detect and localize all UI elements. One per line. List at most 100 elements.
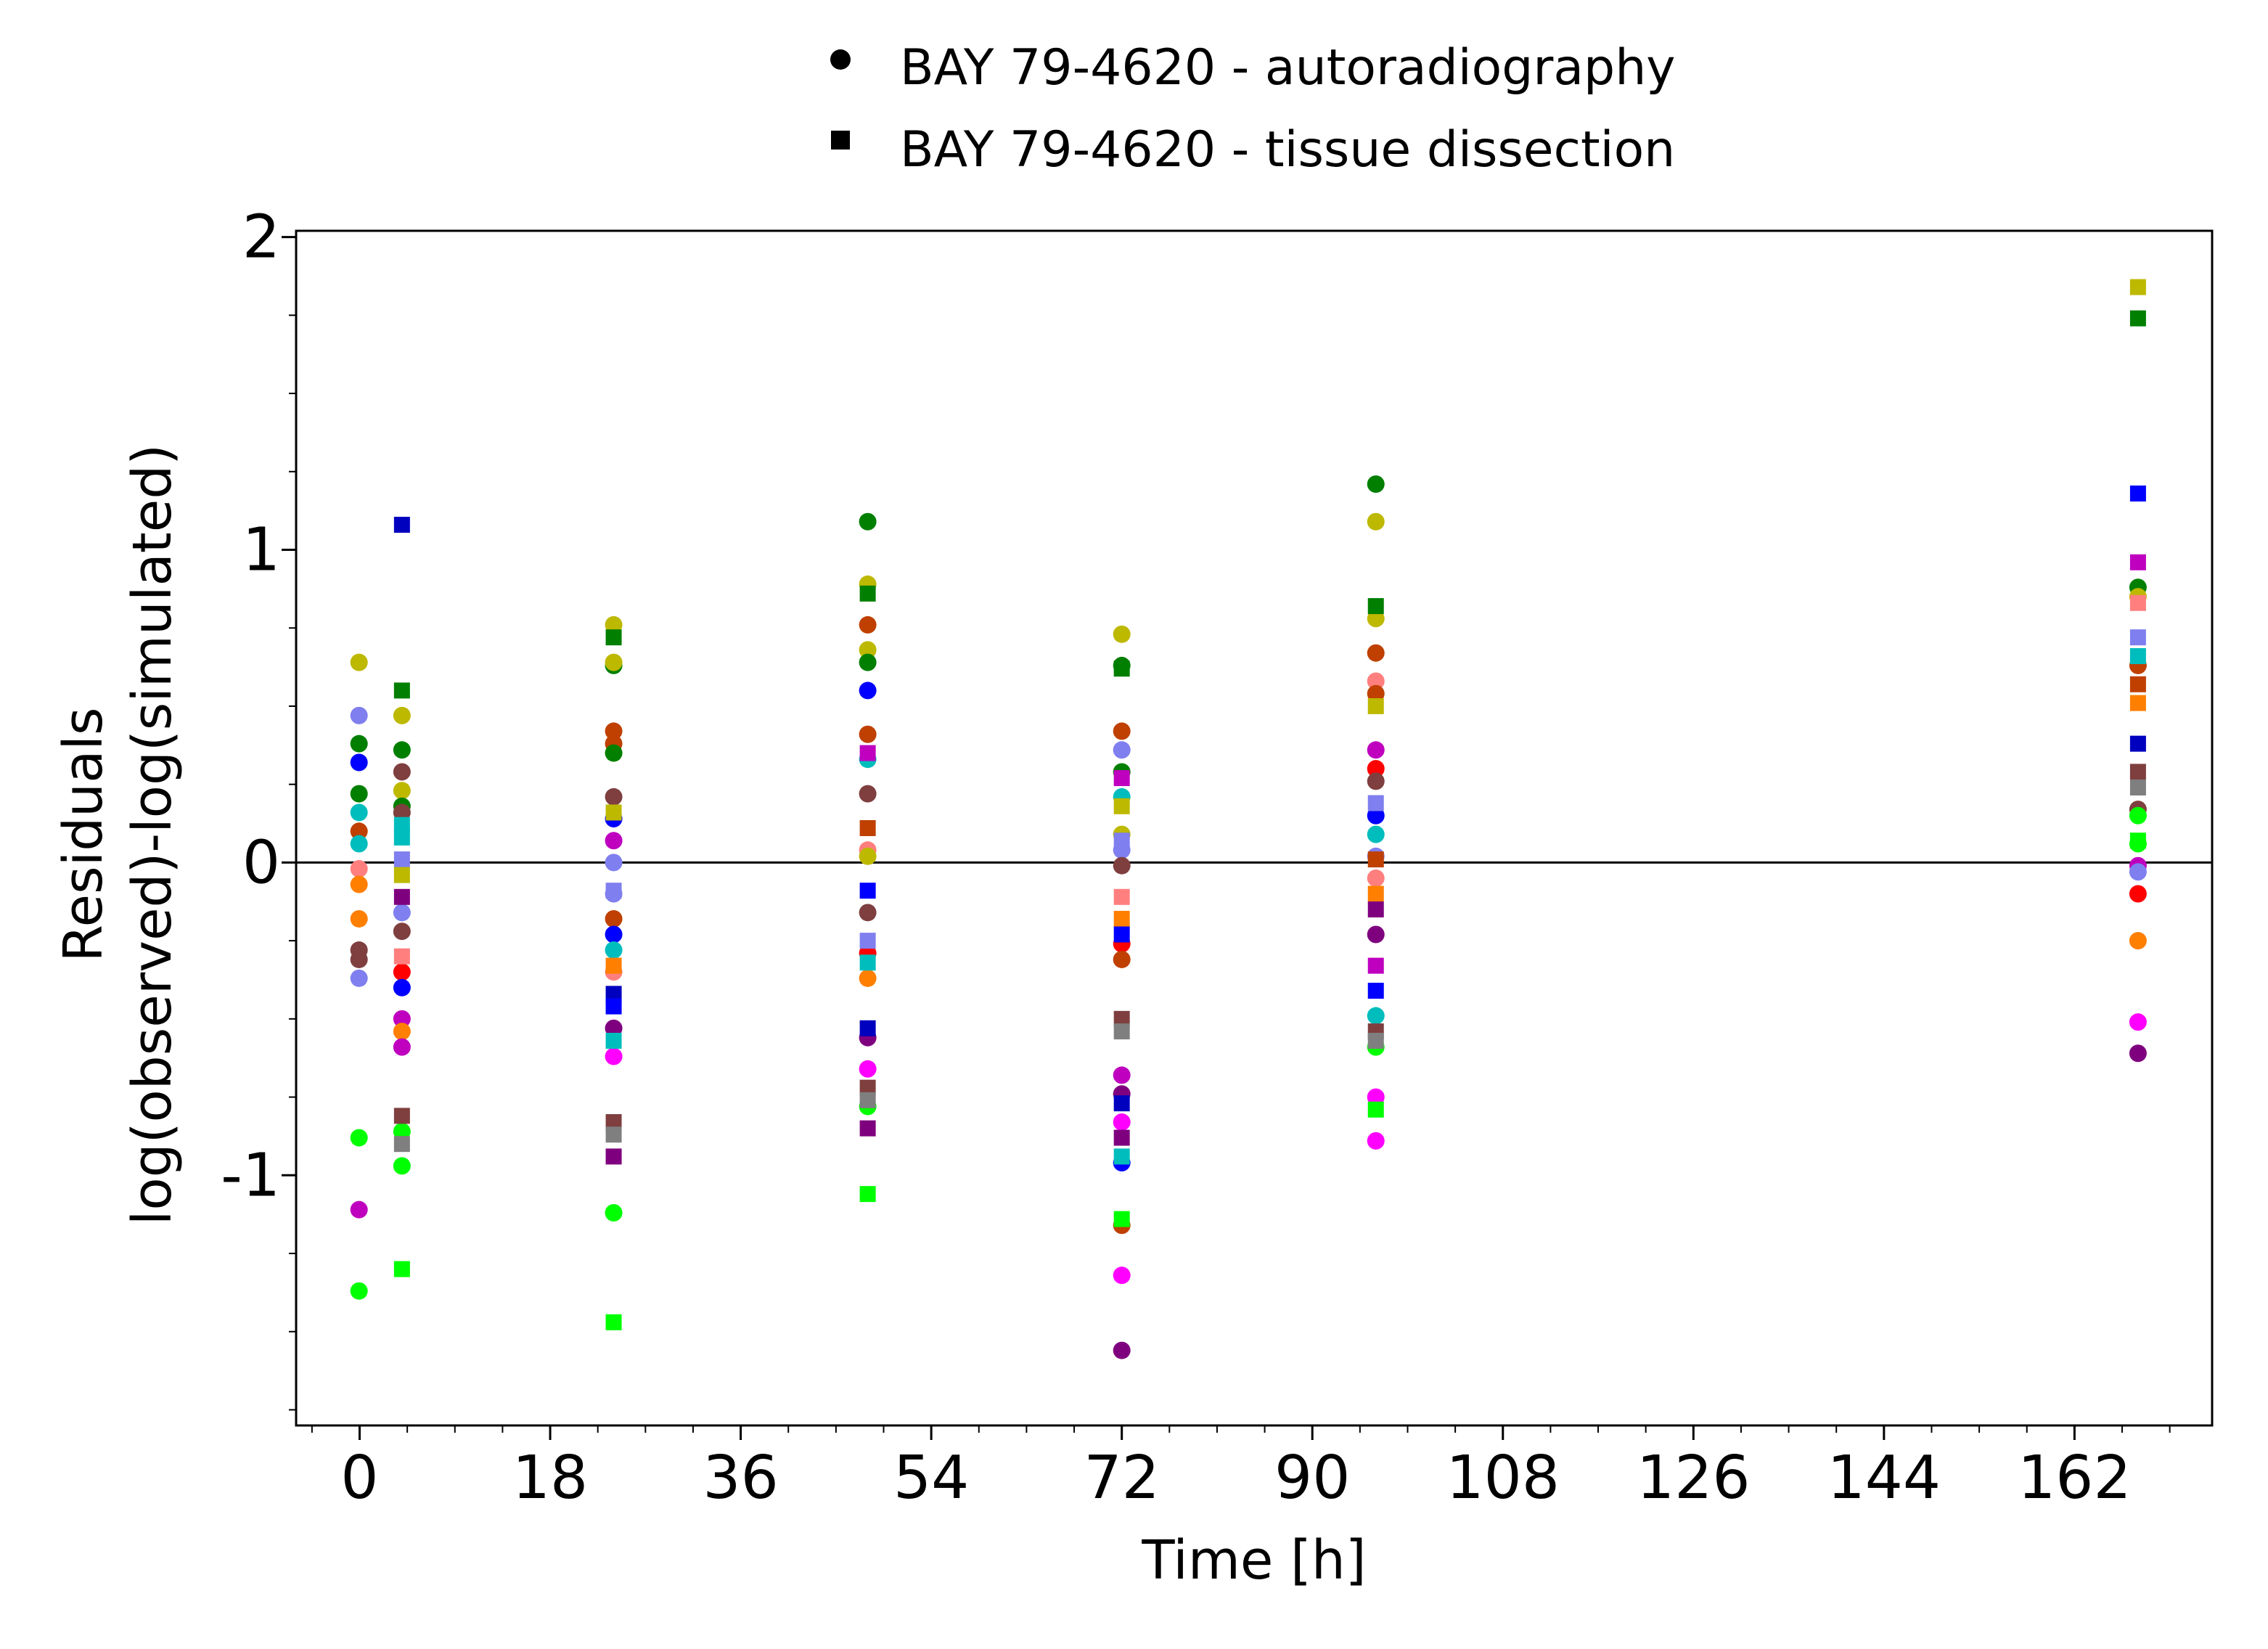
x-tick-label: 72: [1084, 1444, 1160, 1513]
data-point-autoradiography: [1113, 856, 1131, 875]
data-point-autoradiography: [350, 1200, 368, 1219]
data-point-tissue-dissection: [2129, 735, 2146, 752]
legend-marker-square: [831, 131, 850, 150]
data-point-autoradiography: [350, 969, 368, 987]
data-point-autoradiography: [605, 925, 623, 944]
data-point-autoradiography: [2129, 885, 2147, 903]
data-point-tissue-dissection: [393, 682, 410, 699]
data-point-autoradiography: [350, 653, 368, 671]
data-point-tissue-dissection: [393, 1136, 410, 1153]
y-tick-label: 0: [242, 828, 280, 897]
data-point-tissue-dissection: [1367, 957, 1384, 974]
data-point-autoradiography: [1367, 825, 1385, 843]
data-point-tissue-dissection: [2129, 648, 2146, 665]
data-point-autoradiography: [393, 1122, 411, 1140]
data-point-tissue-dissection: [2129, 310, 2146, 327]
data-point-tissue-dissection: [605, 629, 622, 646]
data-point-autoradiography: [350, 785, 368, 803]
data-point-autoradiography: [1367, 1088, 1385, 1106]
y-axis-title-line-2: log(observed)-log(simulated): [121, 444, 184, 1225]
data-point-tissue-dissection: [1113, 1211, 1130, 1227]
data-point-autoradiography: [393, 978, 411, 997]
data-point-tissue-dissection: [1113, 660, 1130, 677]
data-point-tissue-dissection: [1367, 885, 1384, 902]
data-point-tissue-dissection: [859, 820, 876, 836]
data-point-autoradiography: [605, 854, 623, 872]
data-point-autoradiography: [859, 615, 877, 634]
data-point-autoradiography: [393, 904, 411, 922]
data-point-autoradiography: [1113, 1267, 1131, 1285]
data-point-autoradiography: [350, 753, 368, 772]
data-point-autoradiography: [2129, 806, 2147, 824]
data-point-autoradiography: [605, 832, 623, 850]
data-point-tissue-dissection: [2129, 832, 2146, 849]
data-point-autoradiography: [859, 653, 877, 671]
data-point-autoradiography: [605, 909, 623, 928]
data-point-autoradiography: [2129, 863, 2147, 881]
data-point-tissue-dissection: [2129, 695, 2146, 711]
data-point-autoradiography: [1367, 806, 1385, 824]
data-point-tissue-dissection: [859, 1186, 876, 1203]
x-tick-label: 90: [1274, 1444, 1350, 1513]
x-tick-label: 36: [703, 1444, 778, 1513]
data-point-tissue-dissection: [859, 1020, 876, 1036]
data-point-tissue-dissection: [1113, 1129, 1130, 1146]
data-point-autoradiography: [1113, 1066, 1131, 1084]
data-point-autoradiography: [350, 835, 368, 853]
data-point-autoradiography: [2129, 1013, 2147, 1031]
data-point-tissue-dissection: [1367, 851, 1384, 868]
data-point-tissue-dissection: [859, 933, 876, 949]
x-tick-label: 0: [340, 1444, 378, 1513]
data-point-autoradiography: [1367, 610, 1385, 628]
data-point-tissue-dissection: [859, 954, 876, 971]
data-point-tissue-dissection: [393, 517, 410, 533]
data-point-autoradiography: [1113, 741, 1131, 759]
data-point-tissue-dissection: [1367, 901, 1384, 918]
data-point-autoradiography: [605, 1203, 623, 1222]
legend-label-tissue-dissection: BAY 79-4620 - tissue dissection: [900, 121, 1675, 179]
data-point-autoradiography: [393, 963, 411, 981]
data-point-tissue-dissection: [1367, 795, 1384, 811]
data-point-tissue-dissection: [859, 1120, 876, 1137]
data-point-tissue-dissection: [605, 883, 622, 899]
data-point-tissue-dissection: [859, 883, 876, 899]
data-point-autoradiography: [393, 803, 411, 822]
data-point-autoradiography: [859, 847, 877, 865]
data-point-tissue-dissection: [393, 851, 410, 868]
data-point-tissue-dissection: [1113, 832, 1130, 849]
data-point-autoradiography: [1367, 684, 1385, 703]
x-tick-label: 144: [1827, 1444, 1941, 1513]
data-point-tissue-dissection: [605, 1314, 622, 1330]
data-point-autoradiography: [605, 1047, 623, 1065]
data-point-tissue-dissection: [1367, 983, 1384, 999]
data-point-autoradiography: [393, 1010, 411, 1028]
x-tick-label: 54: [893, 1444, 969, 1513]
data-point-tissue-dissection: [1113, 888, 1130, 905]
data-point-autoradiography: [605, 615, 623, 634]
data-point-tissue-dissection: [605, 1114, 622, 1131]
y-tick-label: -1: [221, 1141, 280, 1210]
data-point-autoradiography: [605, 787, 623, 806]
data-point-autoradiography: [859, 682, 877, 700]
data-point-tissue-dissection: [605, 957, 622, 974]
data-point-tissue-dissection: [1113, 1148, 1130, 1165]
data-point-tissue-dissection: [2129, 485, 2146, 502]
axes: 0 18 36 54 72 90 108 126 144 162 -1 0 1 2: [221, 203, 2212, 1513]
data-point-autoradiography: [1367, 644, 1385, 662]
x-tick-label: 18: [512, 1444, 588, 1513]
data-point-tissue-dissection: [1113, 1023, 1130, 1040]
data-point-autoradiography: [350, 706, 368, 724]
data-point-tissue-dissection: [1367, 1033, 1384, 1049]
data-point-tissue-dissection: [1367, 1101, 1384, 1118]
data-point-tissue-dissection: [393, 1108, 410, 1124]
data-point-tissue-dissection: [1113, 1095, 1130, 1112]
data-point-tissue-dissection: [393, 888, 410, 905]
x-tick-label: 108: [1446, 1444, 1560, 1513]
data-point-tissue-dissection: [2129, 779, 2146, 795]
data-point-tissue-dissection: [1113, 798, 1130, 814]
data-point-autoradiography: [605, 1019, 623, 1037]
data-point-autoradiography: [1367, 512, 1385, 531]
data-point-tissue-dissection: [859, 585, 876, 602]
data-point-tissue-dissection: [605, 998, 622, 1015]
